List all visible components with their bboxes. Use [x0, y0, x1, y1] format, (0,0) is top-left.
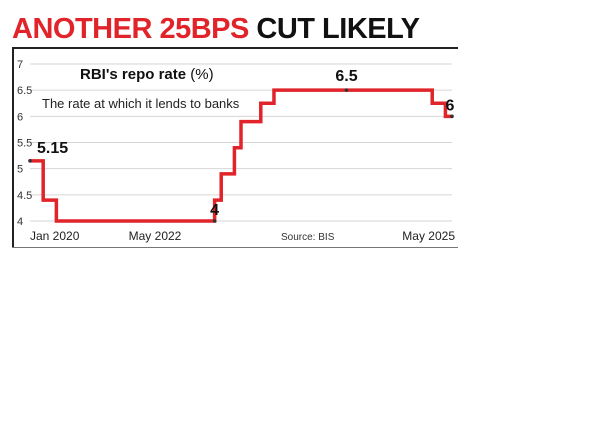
y-tick-label: 5 [17, 164, 23, 176]
data-point [28, 159, 32, 163]
data-label: 4 [210, 202, 219, 219]
headline-main: CUT LIKELY [256, 13, 420, 45]
chart-title: RBI's repo rate (%) [80, 66, 214, 83]
data-points [28, 88, 454, 223]
data-point [450, 114, 454, 119]
y-tick-label: 4 [17, 216, 23, 228]
data-point [344, 88, 349, 92]
frame-left-rule [12, 47, 14, 248]
y-tick-label: 4.5 [17, 190, 32, 202]
repo-rate-line [30, 88, 452, 223]
data-point [212, 219, 217, 223]
y-tick-label: 6 [17, 111, 23, 123]
x-tick-label: May 2025 [402, 229, 455, 243]
headline-accent: ANOTHER 25BPS [12, 13, 249, 45]
y-tick-label: 7 [17, 59, 23, 71]
x-tick-label: May 2022 [129, 229, 182, 243]
y-tick-label: 5.5 [17, 138, 32, 150]
data-label: 6.5 [335, 68, 357, 85]
x-tick-label: Jan 2020 [30, 229, 80, 243]
y-axis-ticks: 7 6.5 6 5.5 5 4.5 4 [17, 59, 32, 228]
data-label: 6 [446, 97, 455, 114]
source-note: Source: BIS [281, 232, 335, 243]
headline: ANOTHER 25BPS CUT LIKELY [12, 12, 458, 46]
y-tick-label: 6.5 [17, 85, 32, 97]
chart-subtitle: The rate at which it lends to banks [42, 96, 240, 111]
x-axis-ticks: Jan 2020 May 2022 May 2025 [30, 229, 455, 243]
data-label: 5.15 [37, 140, 68, 157]
data-labels: 5.15 4 6.5 6 [37, 68, 455, 219]
frame-top-rule [12, 47, 458, 49]
frame-bottom-rule [12, 247, 458, 248]
